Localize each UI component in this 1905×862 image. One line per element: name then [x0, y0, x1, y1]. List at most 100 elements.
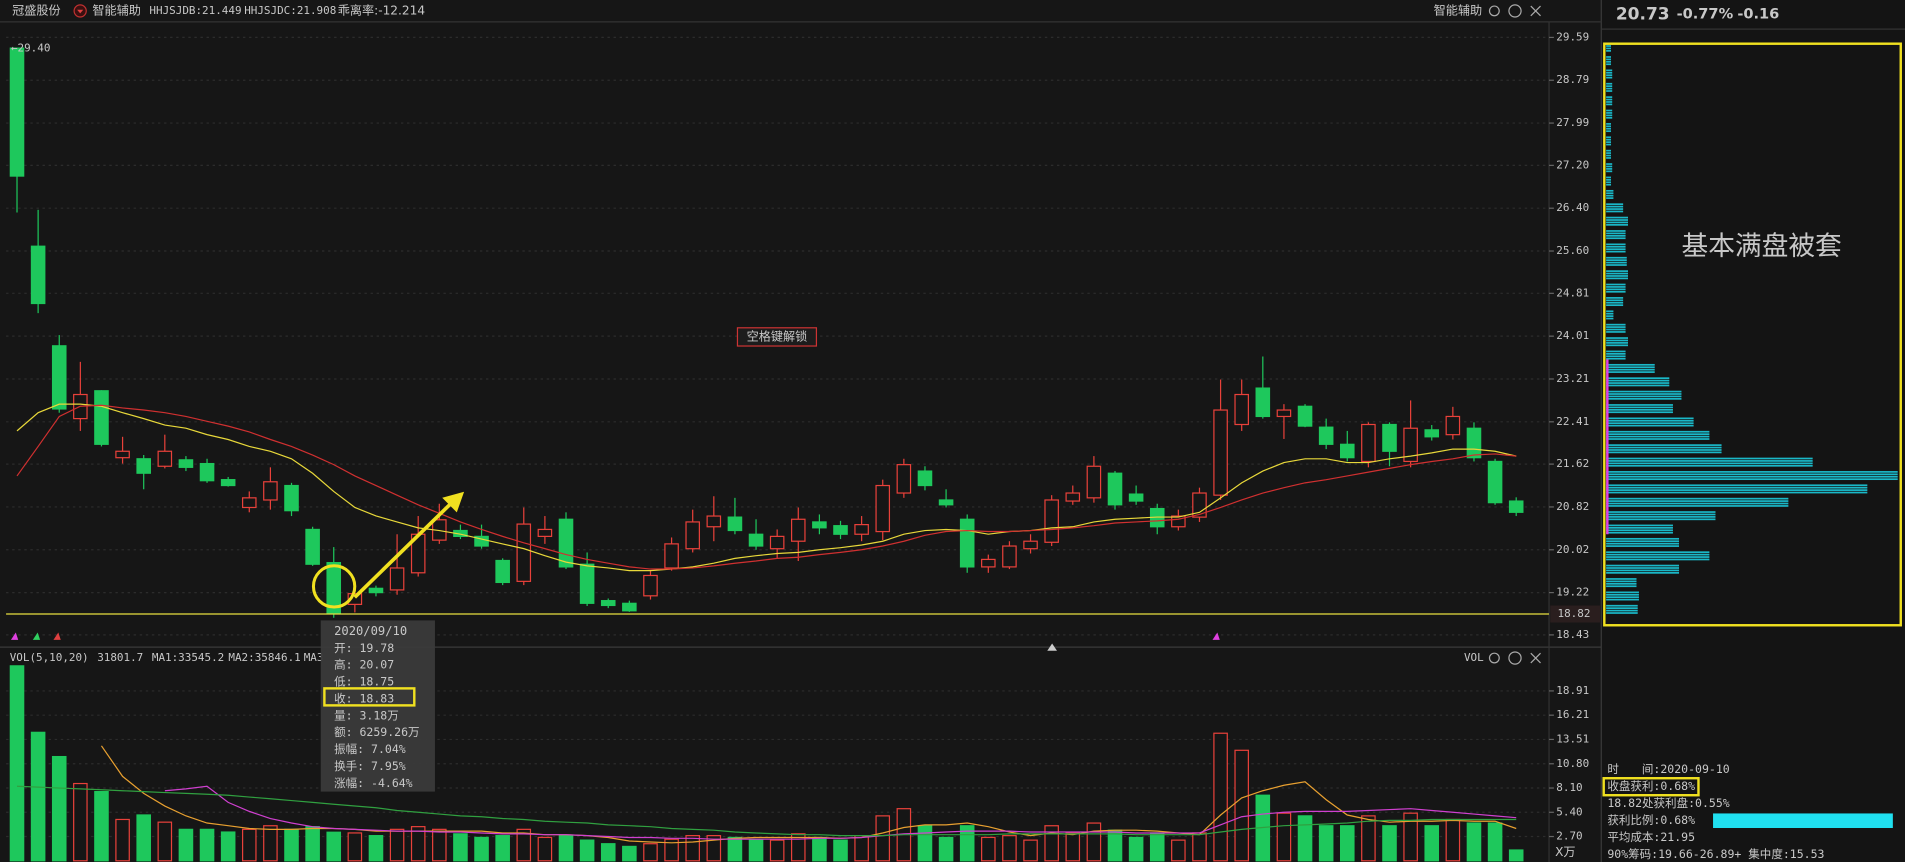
- settings-icon[interactable]: [1488, 652, 1500, 664]
- candle-body: [854, 524, 869, 535]
- chip-bar: [1606, 572, 1680, 574]
- help-icon[interactable]: [1508, 651, 1522, 665]
- volume-bar: [157, 821, 173, 862]
- profit-bar: [1713, 813, 1893, 829]
- chip-bar: [1606, 502, 1789, 505]
- volume-bar: [833, 839, 848, 862]
- tooltip-row: 低: 18.75: [334, 675, 394, 689]
- candle-body: [495, 559, 510, 584]
- volume-bar: [981, 836, 996, 862]
- candle-body: [875, 484, 891, 533]
- chip-bar: [1606, 50, 1611, 52]
- chip-bar: [1606, 462, 1813, 465]
- chip-bar: [1606, 593, 1639, 596]
- chip-info: 时 间:2020-09-10 收盘获利:0.68% 18.82处获利盘:0.55% 获…: [1607, 762, 1824, 861]
- chip-bar: [1606, 219, 1628, 221]
- y-tick-label: 28.79: [1556, 73, 1589, 86]
- chip-bar: [1606, 464, 1813, 467]
- chip-bar: [1606, 379, 1670, 382]
- chip-bar: [1606, 438, 1710, 440]
- candle-body: [1107, 472, 1123, 506]
- candle-body: [1445, 415, 1461, 436]
- candle-body: [981, 558, 996, 568]
- volume-bar: [1213, 732, 1228, 862]
- volume-bar: [727, 836, 743, 862]
- chip-bar: [1606, 125, 1611, 128]
- chip-bar: [1606, 567, 1680, 569]
- vol-title: VOL(5,10,20): [10, 651, 89, 664]
- candle-body: [959, 518, 975, 568]
- volume-bar: [1424, 825, 1440, 862]
- volume-bar: [495, 835, 510, 862]
- chip-bar: [1606, 288, 1626, 291]
- chip-bar: [1606, 63, 1611, 66]
- stock-name[interactable]: 冠盛股份: [12, 2, 61, 17]
- chip-bar: [1606, 531, 1673, 534]
- vol-label: VOL: [1464, 651, 1484, 664]
- candle-body: [389, 567, 405, 591]
- y-tick-label: 29.59: [1556, 30, 1589, 43]
- chip-bar: [1606, 123, 1611, 125]
- chip-bar: [1606, 82, 1613, 85]
- chip-bar: [1606, 130, 1611, 133]
- chip-bar: [1606, 96, 1613, 98]
- tooltip-row: 换手: 7.95%: [334, 759, 406, 773]
- chip-frame: [1603, 42, 1902, 627]
- chip-bar: [1606, 350, 1626, 353]
- volume-bar: [1128, 836, 1144, 862]
- assist-label[interactable]: 智能辅助: [92, 2, 141, 17]
- dropdown-arrow: [77, 9, 84, 14]
- volume-bar: [136, 814, 151, 862]
- volume-bar: [600, 843, 616, 862]
- chip-bar: [1606, 312, 1614, 315]
- lock-button[interactable]: [736, 327, 818, 347]
- chip-bar: [1606, 489, 1868, 491]
- chip-bar: [1606, 87, 1613, 90]
- quote-pct: -0.77%: [1677, 6, 1734, 23]
- candle-body: [263, 481, 278, 501]
- volume-bar: [1361, 815, 1376, 862]
- chip-bar: [1606, 433, 1710, 436]
- volume-bar: [790, 833, 806, 862]
- chip-bar: [1606, 170, 1613, 173]
- candle-body: [685, 521, 700, 550]
- chip-bar: [1606, 422, 1694, 425]
- lock-button-label[interactable]: 空格键解锁: [747, 328, 808, 343]
- chip-bar: [1606, 183, 1611, 186]
- chip-bar: [1606, 497, 1789, 500]
- y-tick-label: 20.82: [1556, 500, 1589, 513]
- volume-bar: [178, 828, 194, 862]
- ma-line: [16, 403, 1517, 572]
- candle-body: [1361, 423, 1376, 463]
- close-icon[interactable]: [1530, 5, 1541, 17]
- volume-bar: [917, 825, 933, 862]
- y-tick-label: 27.99: [1556, 116, 1589, 129]
- y-tick-label: 5.40: [1556, 805, 1582, 818]
- chip-bar: [1606, 197, 1614, 199]
- pane-handle[interactable]: [1047, 643, 1057, 651]
- candle-body: [579, 563, 595, 604]
- volume-bar: [1445, 818, 1461, 862]
- chip-bar: [1606, 393, 1682, 395]
- chip-bar: [1606, 237, 1626, 240]
- info-row: 时 间:2020-09-10: [1607, 762, 1729, 776]
- volume-bar: [1508, 849, 1524, 862]
- volume-bar: [664, 838, 679, 862]
- candle-body: [157, 450, 173, 467]
- help-icon[interactable]: [1508, 4, 1522, 18]
- chip-bar: [1606, 404, 1673, 406]
- chip-bar: [1606, 58, 1611, 61]
- settings-icon[interactable]: [1488, 5, 1500, 17]
- volume-bar: [94, 791, 109, 862]
- chip-bar: [1606, 114, 1613, 117]
- candle-body: [51, 345, 67, 410]
- volume-bar: [579, 839, 595, 862]
- chip-bar: [1606, 297, 1624, 299]
- chip-bar: [1606, 143, 1611, 146]
- volume-bar: [812, 836, 827, 862]
- chip-bar: [1606, 395, 1682, 398]
- close-icon[interactable]: [1530, 652, 1541, 664]
- vol-last: 31801.7: [97, 651, 143, 664]
- assist-label[interactable]: 智能辅助: [1434, 2, 1483, 17]
- chip-bar: [1606, 264, 1627, 266]
